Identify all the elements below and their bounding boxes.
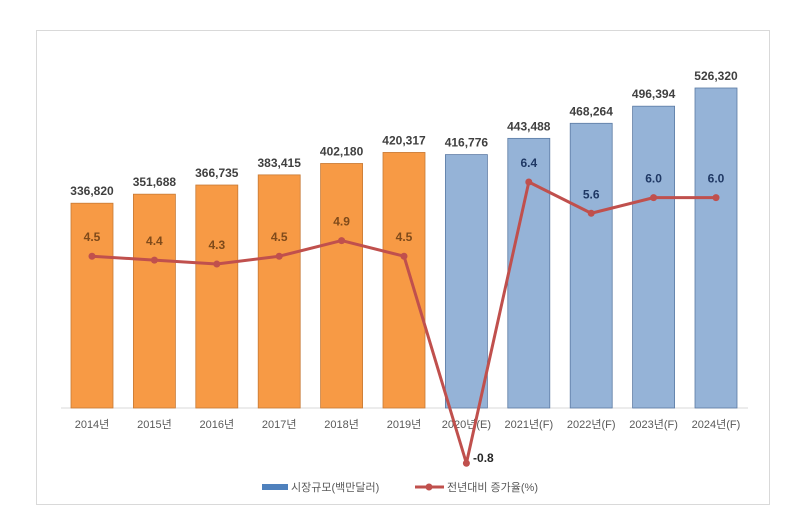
line-value-label: 6.4 bbox=[520, 156, 537, 170]
bar bbox=[569, 122, 613, 409]
line-value-label: -0.8 bbox=[473, 451, 494, 465]
bar-value-label: 416,776 bbox=[445, 136, 489, 150]
line-value-label: 4.9 bbox=[333, 215, 350, 229]
x-tick-label: 2019년 bbox=[387, 418, 422, 431]
legend-bar-label: 시장규모(백만달러) bbox=[291, 481, 379, 494]
line-value-label: 4.5 bbox=[271, 230, 288, 244]
bar-value-label: 366,735 bbox=[195, 166, 239, 180]
line-value-label: 4.3 bbox=[208, 238, 225, 252]
bar bbox=[320, 163, 364, 409]
bar bbox=[444, 154, 488, 409]
bar bbox=[132, 193, 176, 409]
line-point bbox=[88, 252, 96, 260]
line-value-label: 6.0 bbox=[708, 172, 725, 186]
bar bbox=[382, 152, 426, 409]
bar bbox=[195, 184, 239, 409]
x-tick-label: 2024년(F) bbox=[692, 418, 741, 431]
bar-value-label: 468,264 bbox=[570, 104, 614, 118]
line-point bbox=[213, 260, 221, 268]
line-point bbox=[150, 256, 158, 264]
line-value-label: 6.0 bbox=[645, 172, 662, 186]
bar-value-label: 336,820 bbox=[70, 184, 114, 198]
line-point bbox=[400, 252, 408, 260]
bar-value-label: 383,415 bbox=[258, 156, 302, 170]
x-tick-label: 2023년(F) bbox=[629, 418, 678, 431]
bar-value-label: 496,394 bbox=[632, 87, 676, 101]
line-point bbox=[650, 194, 658, 202]
line-point bbox=[587, 209, 595, 217]
x-tick-label: 2021년(F) bbox=[504, 418, 553, 431]
line-value-label: 5.6 bbox=[583, 187, 600, 201]
bar bbox=[257, 174, 301, 409]
line-point bbox=[462, 459, 470, 467]
bar bbox=[70, 202, 114, 409]
line-point bbox=[338, 237, 346, 245]
legend-line-marker bbox=[425, 483, 433, 491]
x-tick-label: 2020년(E) bbox=[442, 418, 491, 431]
line-value-label: 4.4 bbox=[146, 234, 163, 248]
bar-value-label: 420,317 bbox=[382, 133, 426, 147]
x-tick-label: 2015년 bbox=[137, 418, 172, 431]
bar-value-label: 443,488 bbox=[507, 119, 551, 133]
bar-value-label: 351,688 bbox=[133, 175, 177, 189]
x-tick-label: 2022년(F) bbox=[567, 418, 616, 431]
bar bbox=[694, 87, 738, 409]
line-point bbox=[712, 194, 720, 202]
legend-line-label: 전년대비 증가율(%) bbox=[447, 481, 538, 494]
legend-bar-swatch bbox=[262, 484, 288, 490]
chart-frame bbox=[36, 30, 770, 505]
x-tick-label: 2017년 bbox=[262, 418, 297, 431]
line-value-label: 4.5 bbox=[396, 230, 413, 244]
x-tick-label: 2014년 bbox=[75, 418, 110, 431]
bar-value-label: 402,180 bbox=[320, 144, 364, 158]
line-value-label: 4.5 bbox=[84, 230, 101, 244]
bar bbox=[632, 105, 675, 409]
x-tick-label: 2016년 bbox=[200, 418, 235, 431]
line-point bbox=[275, 252, 283, 260]
line-point bbox=[525, 178, 533, 186]
x-tick-label: 2018년 bbox=[324, 418, 359, 431]
bar-value-label: 526,320 bbox=[694, 69, 738, 83]
